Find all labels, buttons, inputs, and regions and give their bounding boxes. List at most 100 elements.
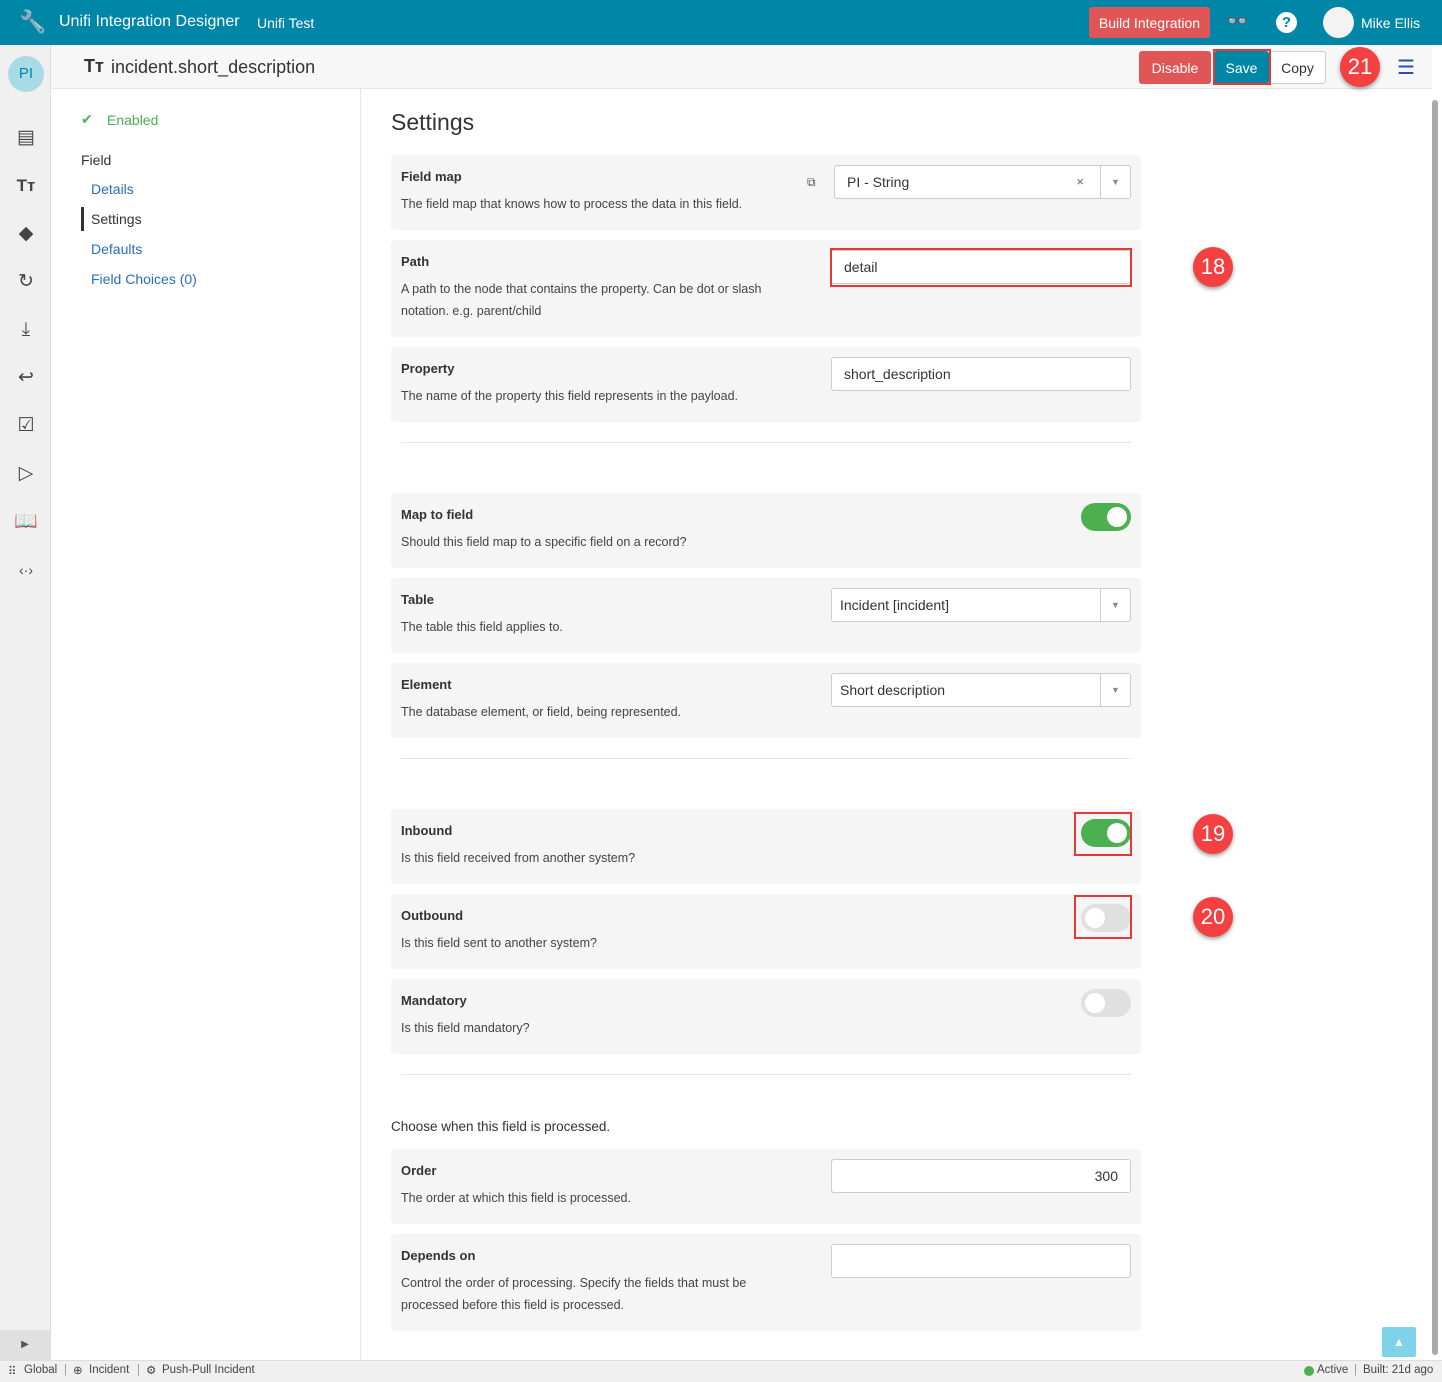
order-input[interactable]: 300 xyxy=(831,1159,1131,1193)
status-table[interactable]: Incident xyxy=(89,1364,130,1376)
order-card: Order The order at which this field is p… xyxy=(391,1149,1141,1224)
glasses-icon[interactable]: 👓 xyxy=(1226,11,1249,31)
help-icon[interactable]: ? xyxy=(1276,12,1297,33)
active-dot-icon xyxy=(1304,1366,1314,1376)
order-desc: The order at which this field is process… xyxy=(401,1191,631,1205)
divider xyxy=(401,758,1131,759)
mandatory-toggle[interactable] xyxy=(1081,989,1131,1017)
table-desc: The table this field applies to. xyxy=(401,620,563,634)
status-state: Active xyxy=(1317,1364,1349,1376)
field-map-desc: The field map that knows how to process … xyxy=(401,197,743,211)
scrollbar[interactable] xyxy=(1432,100,1438,1355)
property-card: Property The name of the property this f… xyxy=(391,347,1141,422)
annotation-badge: 20 xyxy=(1193,897,1233,937)
separator: | xyxy=(1354,1364,1357,1376)
annotation-badge: 18 xyxy=(1193,247,1233,287)
depends-on-input[interactable] xyxy=(831,1244,1131,1278)
order-label: Order xyxy=(401,1163,437,1178)
copy-button[interactable]: Copy xyxy=(1269,51,1326,84)
globe-icon: ⊕ xyxy=(73,1365,83,1377)
chevron-down-icon[interactable]: ▼ xyxy=(1100,166,1130,198)
map-to-field-toggle[interactable] xyxy=(1081,503,1131,531)
outbound-card: Outbound Is this field sent to another s… xyxy=(391,894,1141,969)
divider xyxy=(401,1074,1131,1075)
divider xyxy=(401,442,1131,443)
nav-item-details[interactable]: Details xyxy=(91,181,134,197)
page-title: incident.short_description xyxy=(111,57,316,77)
map-to-field-label: Map to field xyxy=(401,507,474,522)
menu-icon[interactable]: ☰ xyxy=(1397,57,1415,79)
nav-item-defaults[interactable]: Defaults xyxy=(91,241,143,257)
text-field-icon: Tт xyxy=(84,56,104,76)
element-desc: The database element, or field, being re… xyxy=(401,705,682,719)
table-value: Incident [incident] xyxy=(840,597,949,613)
path-input[interactable]: detail xyxy=(831,250,1131,284)
map-to-field-desc: Should this field map to a specific fiel… xyxy=(401,535,687,549)
chevron-down-icon[interactable]: ▼ xyxy=(1100,674,1130,706)
avatar[interactable]: PI xyxy=(8,56,44,92)
page-header: Tт incident.short_description Disable Sa… xyxy=(51,45,1432,89)
reply-icon[interactable]: ↩ xyxy=(18,367,34,388)
clipboard-check-icon[interactable]: ☑ xyxy=(17,415,35,436)
path-label: Path xyxy=(401,254,430,269)
field-map-select[interactable]: PI - String × ▼ xyxy=(834,165,1131,199)
enabled-status: Enabled xyxy=(107,112,159,128)
property-input[interactable]: short_description xyxy=(831,357,1131,391)
disable-button[interactable]: Disable xyxy=(1139,51,1211,84)
user-name[interactable]: Mike Ellis xyxy=(1361,15,1421,31)
annotation-badge: 21 xyxy=(1340,47,1380,87)
status-built: Built: 21d ago xyxy=(1363,1364,1434,1376)
open-link-icon[interactable]: ⧉ xyxy=(807,175,816,189)
element-select[interactable]: Short description ▼ xyxy=(831,673,1131,707)
build-integration-button[interactable]: Build Integration xyxy=(1089,7,1210,38)
nav-section-field: Field xyxy=(81,152,112,168)
direction-icon[interactable]: ◆ xyxy=(18,223,34,244)
chevron-down-icon[interactable]: ▼ xyxy=(1100,589,1130,621)
annotation-box-outbound xyxy=(1074,895,1132,939)
grid-icon: ⠿ xyxy=(8,1366,17,1378)
book-icon[interactable]: 📖 xyxy=(14,511,38,532)
status-process[interactable]: Push-Pull Incident xyxy=(162,1364,255,1376)
element-card: Element The database element, or field, … xyxy=(391,663,1141,738)
element-value: Short description xyxy=(840,682,946,698)
check-icon: ✔ xyxy=(81,111,93,127)
nav-item-settings[interactable]: Settings xyxy=(91,211,142,227)
user-avatar[interactable] xyxy=(1323,7,1354,38)
table-select[interactable]: Incident [incident] ▼ xyxy=(831,588,1131,622)
active-indicator xyxy=(81,207,84,231)
app-title[interactable]: Unifi Integration Designer xyxy=(59,13,240,30)
mandatory-label: Mandatory xyxy=(401,993,467,1008)
expand-rail-button[interactable]: ▶ xyxy=(0,1330,50,1360)
table-label: Table xyxy=(401,592,434,607)
save-button[interactable]: Save xyxy=(1214,51,1269,84)
wrench-icon: 🔧 xyxy=(19,9,47,34)
table-card: Table The table this field applies to. I… xyxy=(391,578,1141,653)
history-icon[interactable]: ↻ xyxy=(18,271,34,292)
field-map-label: Field map xyxy=(401,169,462,184)
mandatory-desc: Is this field mandatory? xyxy=(401,1021,530,1035)
outbound-toggle[interactable] xyxy=(1081,904,1131,932)
field-map-value: PI - String xyxy=(847,174,910,190)
document-icon[interactable]: ▤ xyxy=(17,127,35,148)
status-scope[interactable]: Global xyxy=(24,1364,58,1376)
inbound-toggle[interactable] xyxy=(1081,819,1131,847)
top-bar: 🔧 Unifi Integration Designer Unifi Test … xyxy=(0,0,1442,45)
code-icon[interactable]: ‹·› xyxy=(19,562,33,578)
separator: | xyxy=(137,1364,140,1376)
app-subtitle[interactable]: Unifi Test xyxy=(257,15,315,31)
nav-item-field-choices[interactable]: Field Choices (0) xyxy=(91,271,197,287)
gear-icon: ⚙ xyxy=(146,1365,157,1377)
inbound-desc: Is this field received from another syst… xyxy=(401,851,636,865)
field-nav: ✔ Enabled Field Details Settings Default… xyxy=(51,89,361,1360)
path-desc: A path to the node that contains the pro… xyxy=(401,282,762,318)
play-icon[interactable]: ▷ xyxy=(18,463,34,484)
depends-on-label: Depends on xyxy=(401,1248,476,1263)
scroll-to-top-button[interactable]: ▲ xyxy=(1382,1327,1416,1357)
download-icon[interactable]: ⤓ xyxy=(21,319,31,340)
depends-on-card: Depends on Control the order of processi… xyxy=(391,1234,1141,1331)
clear-icon[interactable]: × xyxy=(1076,174,1084,189)
text-field-icon[interactable]: Tт xyxy=(16,176,36,195)
separator: | xyxy=(64,1364,67,1376)
annotation-badge: 19 xyxy=(1193,814,1233,854)
outbound-label: Outbound xyxy=(401,908,464,923)
